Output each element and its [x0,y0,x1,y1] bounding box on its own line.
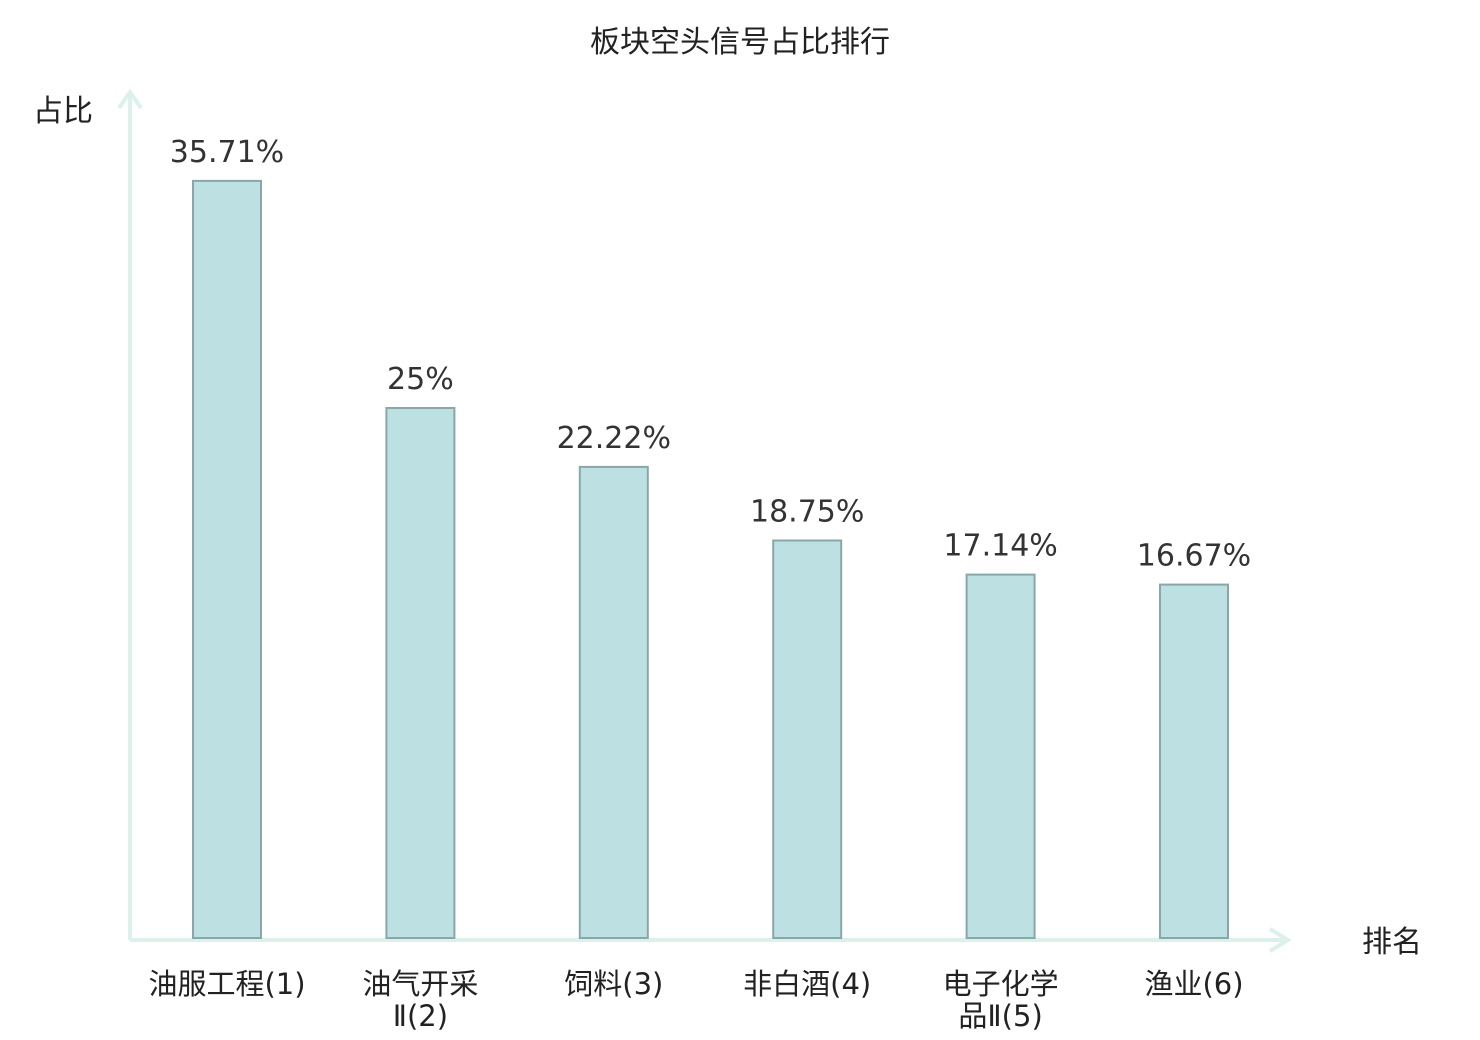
y-axis-arrow [117,88,143,110]
bar-series [192,179,1229,939]
bar [1159,583,1229,939]
category-label: 非白酒(4) [743,967,871,1001]
bar-value-label: 17.14% [943,529,1057,564]
category-label: 油服工程(1) [148,967,305,1001]
category-name: 饲料 [564,967,622,1001]
bar-value-label: 16.67% [1137,539,1251,574]
y-axis-title: 占比 [33,94,93,129]
category-name: 渔业 [1144,967,1202,1001]
category-name: 非白酒 [743,967,830,1001]
value-labels: 35.71% 25% 22.22% 18.75% 17.14% 16.67% [170,135,1251,574]
category-rank: (3) [622,967,663,1001]
bar-value-label: 25% [387,362,454,397]
bar [965,573,1036,939]
category-rank: (4) [830,967,871,1001]
x-axis-title: 排名 [1362,925,1422,960]
bar-value-label: 22.22% [557,421,671,456]
chart-title: 板块空头信号占比排行 [590,25,890,60]
category-label: 渔业(6) [1144,967,1243,1001]
bar-value-label: 18.75% [750,495,864,530]
category-name: 电子化学 [943,967,1059,1001]
category-name: 油服工程 [148,967,264,1001]
bar [385,407,456,939]
category-rank: 品Ⅱ(5) [958,999,1042,1033]
category-rank: (6) [1202,967,1243,1001]
bar [578,465,649,939]
bar [192,179,262,939]
x-axis-arrow [1268,927,1292,953]
category-label: 饲料(3) [564,967,663,1001]
category-rank: Ⅱ(2) [393,999,448,1033]
category-name: 油气开采 [362,967,478,1001]
axes [117,88,1292,953]
bar-value-label: 35.71% [170,135,284,170]
category-rank: (1) [264,967,305,1001]
bar [772,539,843,939]
